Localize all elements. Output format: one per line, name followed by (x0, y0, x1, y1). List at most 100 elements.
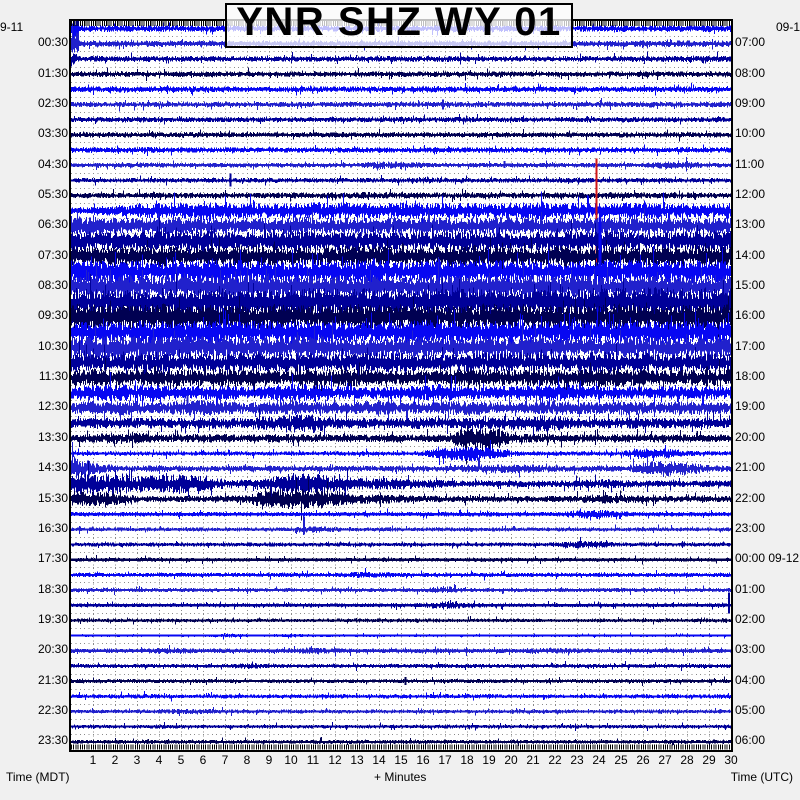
trace-row (71, 236, 731, 277)
trace-row (71, 600, 731, 610)
mdt-label: 21:30 (37, 672, 68, 687)
mdt-label: 15:30 (37, 490, 68, 505)
mdt-label: 17:30 (37, 551, 68, 566)
minute-label: 11 (306, 753, 320, 767)
utc-label: 20:00 (735, 429, 766, 444)
minute-label: 28 (680, 753, 694, 767)
mdt-label: 03:30 (37, 126, 68, 141)
axis-caption-minutes: + Minutes (374, 770, 427, 784)
minute-label: 10 (284, 753, 298, 767)
mdt-label: 00:30 (37, 35, 68, 50)
utc-label: 23:00 (735, 520, 766, 535)
utc-label: 02:00 (735, 611, 766, 626)
trace-row (71, 477, 731, 521)
utc-label: 17:00 (735, 338, 766, 353)
mdt-label: 06:30 (37, 217, 68, 232)
minute-label: 17 (438, 753, 452, 767)
axis-caption-utc: Time (UTC) (730, 770, 793, 784)
trace-row (71, 67, 731, 82)
utc-label: 13:00 (735, 217, 766, 232)
minute-label: 22 (548, 753, 562, 767)
utc-label: 21:00 (735, 460, 766, 475)
minute-label: 1 (89, 753, 97, 767)
trace-row (71, 394, 731, 424)
mdt-label: 11:30 (38, 369, 68, 384)
axis-caption-mdt: Time (MDT) (6, 770, 70, 784)
trace-row (71, 295, 731, 339)
station-title: YNR SHZ WY 01 (225, 2, 573, 48)
trace-row (71, 156, 731, 172)
minute-label: 20 (504, 753, 518, 767)
trace-row (71, 113, 731, 125)
trace-row (71, 191, 731, 228)
utc-label: 09:00 (735, 95, 766, 110)
trace-row (71, 706, 731, 716)
mdt-label: 13:30 (37, 429, 68, 444)
trace-row (71, 508, 731, 521)
mdt-label: 10:30 (37, 338, 68, 353)
utc-label: 11:00 (735, 156, 765, 171)
trace-row (71, 583, 731, 596)
mdt-label: 07:30 (37, 247, 68, 262)
mdt-label: 02:30 (37, 95, 68, 110)
minute-label: 27 (658, 753, 672, 767)
trace-row (71, 676, 731, 686)
trace-row (71, 615, 731, 625)
trace-row (71, 737, 731, 747)
trace-row (71, 691, 731, 702)
minute-label: 5 (177, 753, 185, 767)
trace-row (71, 83, 731, 96)
minute-label: 24 (592, 753, 606, 767)
mdt-label: 05:30 (37, 187, 68, 202)
minute-label: 12 (328, 753, 342, 767)
trace-row (71, 246, 731, 301)
utc-label: 03:00 (735, 642, 766, 657)
mdt-label: 18:30 (37, 581, 68, 596)
trace-row (71, 524, 731, 536)
minute-label: 25 (614, 753, 628, 767)
utc-label: 04:00 (735, 672, 766, 687)
minute-label: 21 (526, 753, 540, 767)
utc-label: 18:00 (735, 369, 766, 384)
mdt-label: 14:30 (37, 460, 68, 475)
trace-row (71, 442, 731, 479)
trace-row (71, 188, 731, 203)
seismic-traces (71, 21, 731, 747)
minute-label: 15 (394, 753, 408, 767)
minute-label: 26 (636, 753, 650, 767)
minute-label: 3 (133, 753, 141, 767)
minute-label: 30 (724, 753, 738, 767)
minute-label: 13 (350, 753, 364, 767)
trace-row (71, 440, 731, 465)
trace-row (71, 128, 731, 142)
mdt-label: 09:30 (37, 308, 68, 323)
mdt-label: 22:30 (37, 702, 68, 717)
minute-label: 14 (372, 753, 386, 767)
utc-label: 10:00 (735, 126, 766, 141)
trace-row (71, 537, 731, 549)
date-top-left: 9-11 (0, 20, 24, 34)
trace-row (71, 273, 731, 329)
minute-label: 23 (570, 753, 584, 767)
minute-label: 9 (265, 753, 273, 767)
trace-row (71, 97, 731, 112)
trace-row (71, 320, 731, 371)
mdt-label: 20:30 (37, 642, 68, 657)
utc-label: 05:00 (735, 702, 766, 717)
trace-row (71, 340, 731, 386)
mdt-label: 16:30 (37, 520, 68, 535)
utc-label: 19:00 (735, 399, 766, 414)
trace-row (71, 632, 731, 640)
trace-row (71, 722, 731, 732)
mdt-label: 04:30 (37, 156, 68, 171)
utc-label: 01:00 (735, 581, 766, 596)
utc-label: 22:00 (735, 490, 766, 505)
mdt-label: 19:30 (37, 611, 68, 626)
utc-label: 12:00 (735, 187, 766, 202)
minute-label: 4 (155, 753, 163, 767)
mdt-label: 12:30 (37, 399, 68, 414)
utc-label: 16:00 (735, 308, 766, 323)
